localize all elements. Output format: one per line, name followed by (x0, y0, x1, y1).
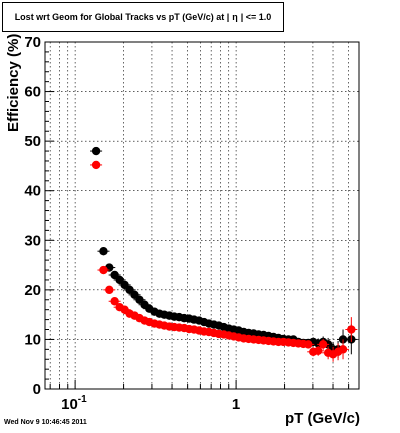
data-point (338, 335, 348, 344)
y-tick-label: 30 (24, 232, 41, 249)
data-series (90, 146, 358, 362)
chart-title-suffix: | <= 1.0 (240, 12, 272, 22)
y-tick-label: 40 (24, 183, 41, 200)
y-tick-label: 70 (24, 34, 41, 51)
chart-title-prefix: Lost wrt Geom for Global Tracks vs pT (G… (14, 12, 230, 22)
data-point (314, 346, 323, 356)
y-tick-label: 10 (24, 331, 41, 348)
data-point (91, 160, 101, 170)
chart-title-eta: η (232, 12, 238, 22)
y-tick-label: 50 (24, 133, 41, 150)
data-point (110, 297, 119, 306)
chart-title-box: Lost wrt Geom for Global Tracks vs pT (G… (2, 2, 284, 32)
data-point (91, 146, 101, 156)
tick-labels: 0 10 20 30 40 50 60 70 10-1 1 (24, 34, 240, 413)
data-point (338, 345, 348, 354)
data-point (304, 340, 313, 349)
data-point (105, 285, 114, 295)
data-point (347, 325, 356, 334)
red-series (90, 160, 358, 362)
data-point (318, 340, 328, 349)
data-point (99, 265, 108, 275)
axis-ticks (45, 41, 350, 390)
y-tick-label: 20 (24, 282, 41, 299)
x-tick-label: 10-1 (61, 394, 87, 413)
plot-frame (44, 41, 360, 390)
data-point (99, 246, 108, 256)
x-tick-label: 1 (232, 396, 240, 413)
black-series (90, 146, 358, 358)
y-axis-label: Efficiency (%) (5, 34, 22, 132)
timestamp: Wed Nov 9 10:46:45 2011 (4, 419, 87, 426)
grid-lines (45, 42, 359, 389)
y-tick-label: 60 (24, 84, 41, 101)
x-axis-label: pT (GeV/c) (285, 410, 360, 427)
y-tick-label: 0 (33, 381, 41, 398)
